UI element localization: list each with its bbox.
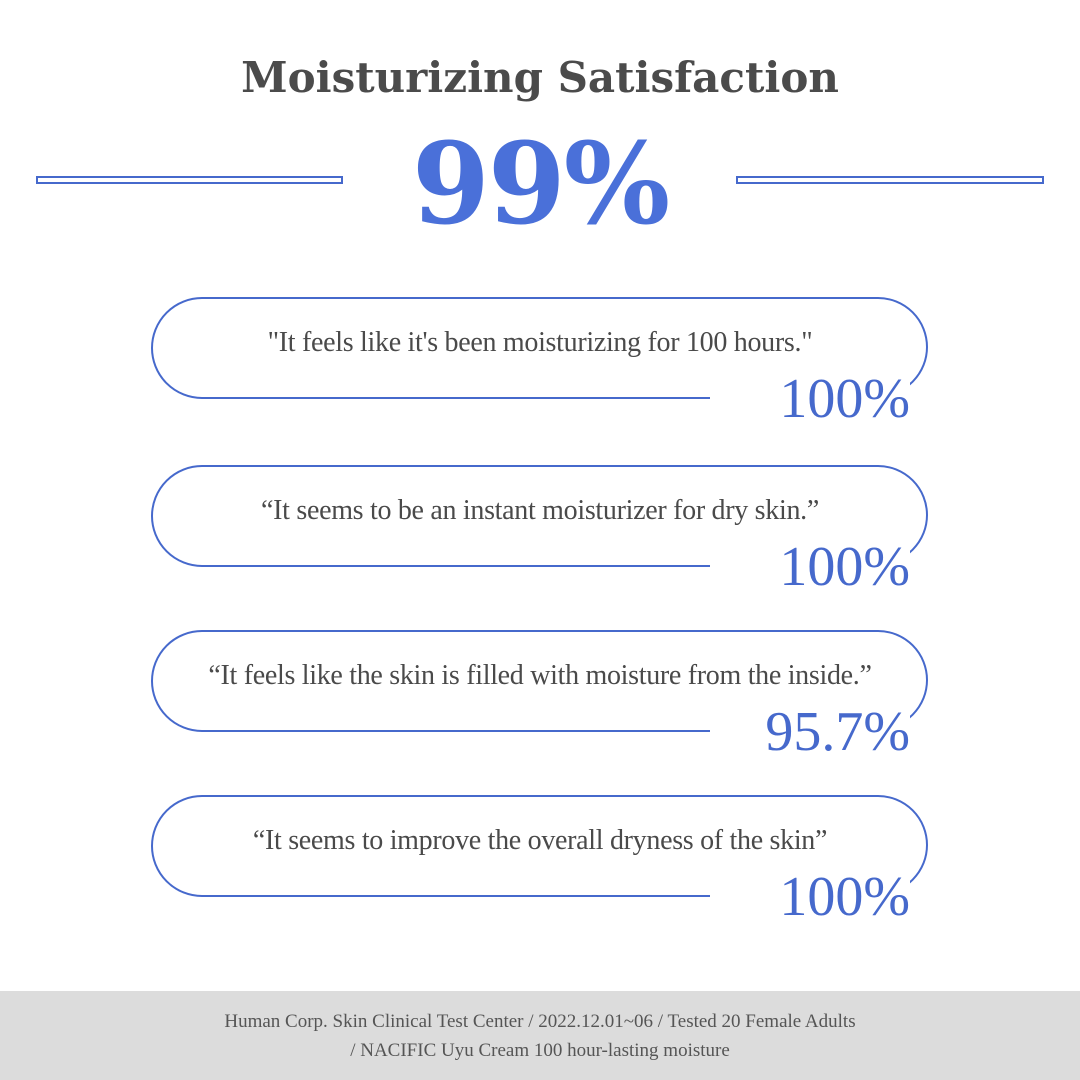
footer-product-details: / NACIFIC Uyu Cream 100 hour-lasting moi… <box>350 1040 730 1061</box>
result-percentage: 95.7% <box>712 698 910 766</box>
result-quote: “It seems to improve the overall dryness… <box>252 825 828 856</box>
clinical-test-footer: Human Corp. Skin Clinical Test Center / … <box>0 991 1080 1080</box>
result-quote: “It seems to be an instant moisturizer f… <box>261 495 819 526</box>
result-quote: "It feels like it's been moisturizing fo… <box>267 327 813 358</box>
result-card-3: “It feels like the skin is filled with m… <box>151 630 928 770</box>
right-decorative-line <box>736 176 1044 184</box>
result-card-1: "It feels like it's been moisturizing fo… <box>151 297 928 437</box>
result-percentage: 100% <box>720 863 910 931</box>
page-title: Moisturizing Satisfaction <box>241 53 839 102</box>
result-percentage: 100% <box>720 365 910 433</box>
result-percentage: 100% <box>720 533 910 601</box>
footer-test-details: Human Corp. Skin Clinical Test Center / … <box>224 1011 856 1032</box>
result-card-2: “It seems to be an instant moisturizer f… <box>151 465 928 605</box>
result-quote: “It feels like the skin is filled with m… <box>208 660 872 691</box>
result-card-4: “It seems to improve the overall dryness… <box>151 795 928 935</box>
left-decorative-line <box>36 176 343 184</box>
overall-satisfaction-percentage: 99% <box>411 119 670 250</box>
